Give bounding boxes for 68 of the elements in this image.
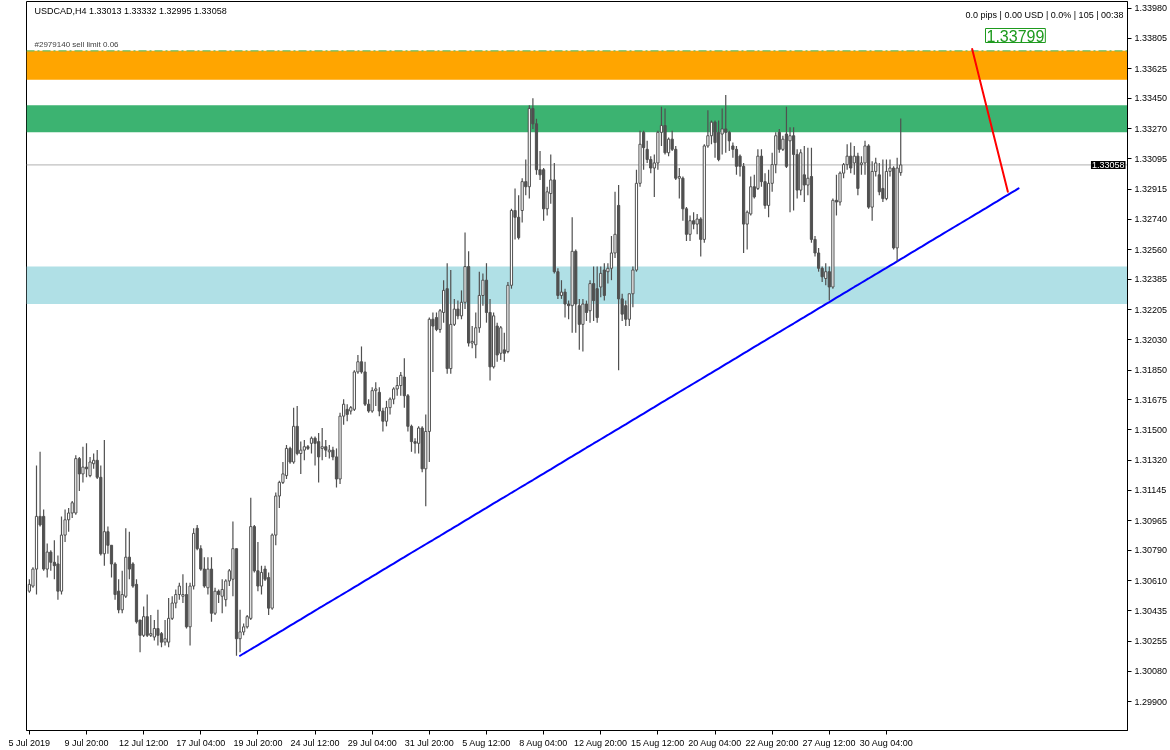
candlestick [317, 432, 321, 483]
x-tick-label: 12 Jul 12:00 [119, 737, 169, 748]
x-tick-label: 19 Jul 20:00 [233, 737, 283, 748]
y-tick-label: 1.32560 [1134, 244, 1168, 255]
ref-line-label: #2979140 sell limit 0.06 [34, 39, 120, 49]
candlestick [384, 400, 389, 427]
candlestick [156, 609, 160, 647]
candlestick [81, 446, 85, 483]
candlestick [727, 130, 731, 152]
x-tick-label: 31 Jul 20:00 [404, 737, 454, 748]
candlestick [724, 94, 728, 154]
candlestick [84, 442, 89, 478]
x-tick-label: 20 Aug 04:00 [688, 737, 742, 748]
candlestick [788, 126, 792, 213]
y-tick-label: 1.32385 [1134, 274, 1168, 285]
y-tick-label: 1.31675 [1134, 394, 1168, 405]
x-tick-label: 9 Jul 20:00 [64, 737, 109, 748]
candlestick [881, 158, 885, 203]
x-tick-label: 5 Jul 2019 [8, 737, 51, 748]
candlestick [145, 593, 149, 638]
candlestick [320, 427, 324, 461]
x-tick-label: 29 Jul 04:00 [347, 737, 397, 748]
y-tick-label: 1.32740 [1134, 214, 1168, 225]
candlestick [302, 439, 306, 461]
y-tick-label: 1.32915 [1134, 184, 1168, 195]
candlestick [849, 141, 853, 174]
y-tick-label: 1.30790 [1134, 545, 1168, 556]
y-tick-label: 1.33270 [1134, 123, 1168, 134]
candlestick [167, 597, 171, 648]
annotation: 0.0 pips | 0.00 USD | 0.0% | 105 | 00:38 [965, 9, 1124, 20]
candlestick [824, 262, 828, 286]
y-tick-label: 1.31500 [1134, 424, 1168, 435]
x-tick-label: 24 Jul 12:00 [290, 737, 340, 748]
y-tick-label: 1.30255 [1134, 636, 1168, 647]
y-tick-label: 1.31850 [1134, 365, 1168, 376]
candlestick [142, 605, 146, 638]
ref-line-label: 1.33058 [1091, 159, 1125, 170]
candlestick [581, 298, 585, 353]
y-tick-label: 1.32205 [1134, 304, 1168, 315]
y-tick-label: 1.31320 [1134, 455, 1168, 466]
x-tick-label: 5 Aug 12:00 [462, 737, 511, 748]
annotation: 1.33799 [986, 27, 1045, 45]
y-tick-label: 1.33095 [1134, 153, 1168, 164]
y-tick-label: 1.30610 [1134, 575, 1168, 586]
y-tick-label: 1.33450 [1134, 93, 1168, 104]
y-tick-label: 1.32030 [1134, 334, 1168, 345]
x-tick-label: 17 Jul 04:00 [176, 737, 226, 748]
y-tick-label: 1.33980 [1134, 3, 1168, 14]
x-tick-label: 8 Aug 04:00 [519, 737, 568, 748]
x-tick-label: 12 Aug 20:00 [573, 737, 628, 748]
candlestick [734, 145, 739, 176]
x-tick-label: 30 Aug 04:00 [859, 737, 913, 748]
x-tick-label: 15 Aug 12:00 [631, 737, 685, 748]
y-tick-label: 1.33805 [1134, 33, 1168, 44]
line-series [971, 48, 1009, 193]
y-tick-label: 1.30435 [1134, 605, 1168, 616]
candlestick [713, 119, 717, 159]
y-tick-label: 1.29900 [1134, 696, 1168, 707]
x-tick-label: 22 Aug 20:00 [745, 737, 799, 748]
y-tick-label: 1.30080 [1134, 666, 1168, 677]
chart-title: USDCAD,H4 1.33013 1.33332 1.32995 1.33058 [34, 5, 227, 16]
candlestick [149, 614, 153, 638]
y-tick-label: 1.33625 [1134, 63, 1168, 74]
line-series [239, 187, 1020, 657]
candlestick [163, 619, 167, 647]
x-tick-label: 27 Aug 12:00 [802, 737, 856, 748]
y-tick-label: 1.30965 [1134, 515, 1168, 526]
y-tick-label: 1.31145 [1134, 485, 1167, 496]
